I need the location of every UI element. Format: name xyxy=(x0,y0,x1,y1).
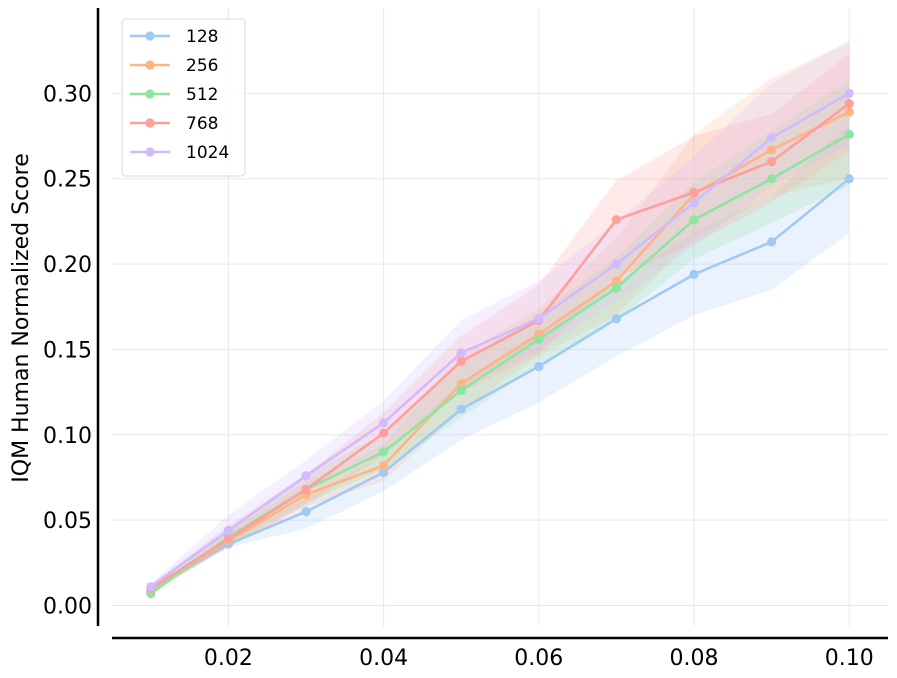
y-tick-label: 0.30 xyxy=(43,82,92,107)
data-point-128 xyxy=(767,237,777,247)
data-point-768 xyxy=(223,534,233,544)
y-tick-label: 0.15 xyxy=(43,338,92,363)
data-point-512 xyxy=(456,385,466,396)
data-point-256 xyxy=(611,276,622,286)
legend-swatch-marker-256 xyxy=(145,60,155,70)
data-point-1024 xyxy=(301,471,311,481)
data-point-1024 xyxy=(379,418,389,428)
legend-swatch-marker-1024 xyxy=(145,147,155,157)
y-tick-label: 0.00 xyxy=(43,595,92,620)
data-point-128 xyxy=(379,467,389,477)
y-tick-label: 0.25 xyxy=(43,168,92,193)
data-point-1024 xyxy=(689,198,699,208)
data-point-512 xyxy=(689,215,699,225)
data-point-1024 xyxy=(767,133,777,143)
series-line-1024 xyxy=(150,92,850,588)
data-point-768 xyxy=(611,215,622,225)
series-line-768 xyxy=(150,102,850,590)
series-line-128 xyxy=(150,177,851,592)
legend-label-128: 128 xyxy=(186,27,218,47)
legend: 128 256 512 768 1024 xyxy=(121,18,246,177)
y-tick-labels: 0.00 0.05 0.10 0.15 0.20 0.25 0.30 xyxy=(43,82,92,619)
series-lines xyxy=(150,92,851,595)
data-point-1024 xyxy=(146,582,156,592)
data-point-128 xyxy=(611,314,622,324)
data-point-768 xyxy=(844,99,854,109)
legend-label-768: 768 xyxy=(186,114,218,134)
legend-label-1024: 1024 xyxy=(186,143,229,163)
series-markers xyxy=(146,88,854,599)
data-point-128 xyxy=(534,361,544,372)
x-tick-label: 0.02 xyxy=(204,646,253,671)
legend-swatch-marker-768 xyxy=(145,118,155,128)
data-point-256 xyxy=(456,378,466,389)
data-point-768 xyxy=(379,428,389,438)
data-point-128 xyxy=(689,269,699,279)
legend-swatch-marker-512 xyxy=(145,89,155,99)
data-point-512 xyxy=(767,174,777,184)
x-tick-labels: 0.02 0.04 0.06 0.08 0.10 xyxy=(204,646,874,671)
confidence-band-256 xyxy=(150,42,850,594)
series-line-256 xyxy=(150,110,850,593)
data-point-128 xyxy=(844,174,854,184)
data-point-512 xyxy=(611,283,622,293)
confidence-band-1024 xyxy=(150,40,850,591)
legend-label-256: 256 xyxy=(186,56,218,76)
x-tick-label: 0.08 xyxy=(670,646,719,671)
data-point-512 xyxy=(534,334,544,344)
confidence-band-512 xyxy=(150,79,850,596)
y-tick-label: 0.10 xyxy=(43,424,92,449)
data-point-1024 xyxy=(534,314,544,324)
data-point-1024 xyxy=(611,259,622,269)
x-tick-label: 0.04 xyxy=(359,646,408,671)
data-point-256 xyxy=(767,145,777,155)
confidence-band-768 xyxy=(150,54,850,591)
data-point-1024 xyxy=(844,88,854,98)
data-point-768 xyxy=(767,157,777,167)
legend-label-512: 512 xyxy=(186,85,218,105)
x-tick-label: 0.06 xyxy=(514,646,563,671)
y-tick-label: 0.20 xyxy=(43,253,92,278)
data-point-512 xyxy=(844,129,854,139)
data-point-128 xyxy=(456,404,466,414)
x-tick-label: 0.10 xyxy=(825,646,874,671)
data-point-512 xyxy=(379,447,389,457)
data-point-1024 xyxy=(456,348,466,358)
axes xyxy=(96,8,888,640)
data-point-128 xyxy=(301,507,311,517)
data-point-768 xyxy=(689,187,699,197)
data-point-768 xyxy=(301,484,311,495)
legend-box xyxy=(121,18,246,177)
y-axis-title: IQM Human Normalized Score xyxy=(9,153,34,482)
data-point-768 xyxy=(456,356,466,366)
data-point-256 xyxy=(379,460,389,471)
data-point-1024 xyxy=(223,525,233,535)
data-point-256 xyxy=(844,107,854,117)
y-tick-label: 0.05 xyxy=(43,509,92,534)
legend-swatch-marker-128 xyxy=(145,31,155,41)
